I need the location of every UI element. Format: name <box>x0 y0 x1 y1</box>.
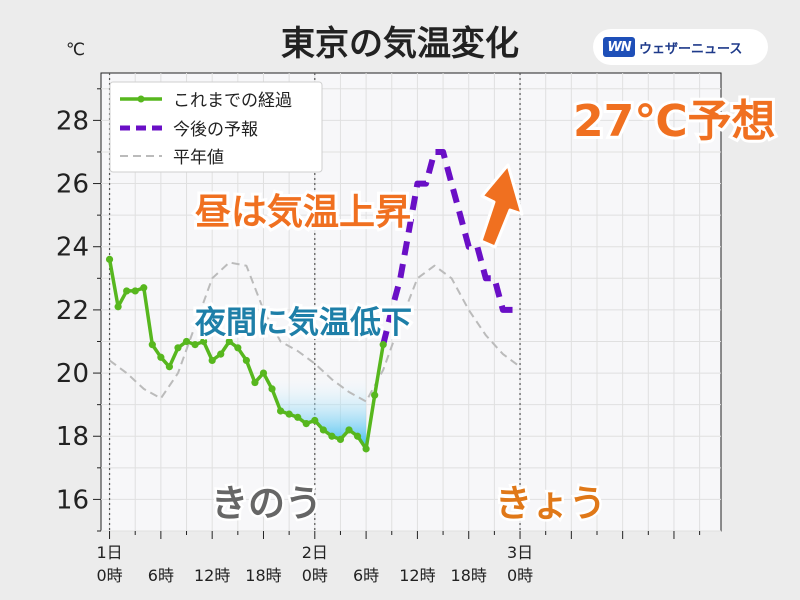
data-point <box>302 420 310 428</box>
data-point <box>174 344 182 352</box>
y-tick-label: 26 <box>56 170 89 200</box>
annotation-night-cooling: 夜間に気温低下 <box>194 305 412 341</box>
data-point <box>217 350 225 358</box>
data-point <box>276 407 285 415</box>
x-tick-label-hour: 18時 <box>245 566 281 585</box>
data-point <box>353 432 362 440</box>
chart-title: 東京の気温変化 <box>281 24 519 64</box>
legend-label-normal: 平年値 <box>173 148 224 168</box>
x-tick-label-hour: 6時 <box>148 566 174 585</box>
x-tick-label-hour: 12時 <box>399 566 435 585</box>
data-point <box>208 356 216 365</box>
data-point <box>251 378 259 387</box>
x-tick-label-hour: 0時 <box>302 566 328 585</box>
legend-label-observed: これまでの経過 <box>173 91 292 111</box>
x-tick-label-hour: 0時 <box>96 566 122 585</box>
y-tick-label: 24 <box>56 233 89 263</box>
data-point <box>225 337 233 346</box>
legend-label-forecast: 今後の予報 <box>173 120 258 140</box>
data-point <box>379 341 387 349</box>
legend: これまでの経過 今後の予報 平年値 <box>109 81 323 173</box>
x-tick-label-day: 1日 <box>96 543 122 562</box>
x-tick-label-hour: 18時 <box>451 566 487 585</box>
data-point <box>105 255 114 263</box>
data-point <box>182 337 191 346</box>
data-point <box>294 413 302 421</box>
data-point <box>328 432 336 440</box>
data-point <box>362 445 370 453</box>
data-point <box>148 341 156 349</box>
data-point <box>311 416 319 425</box>
data-point <box>336 435 345 443</box>
y-tick-label: 18 <box>56 422 89 452</box>
data-point <box>345 426 353 434</box>
x-tick-label-hour: 0時 <box>507 566 533 585</box>
data-point <box>140 284 148 292</box>
series-lines <box>105 149 521 453</box>
data-point <box>319 426 327 434</box>
data-point <box>114 303 122 311</box>
brand-name: ウェザーニュース <box>639 41 743 57</box>
rise-arrow <box>479 163 524 249</box>
data-point <box>259 369 268 377</box>
data-point <box>165 363 174 371</box>
annotation-daytime-rise: 昼は気温上昇 <box>195 192 411 233</box>
y-tick-label: 20 <box>56 359 89 389</box>
weathernews-logo: WN <box>603 37 635 57</box>
axes: 16 18 20 22 24 26 28 1日 0時 6時 12時 18時 2日 0時 6時 12時 18時 3日… <box>56 88 701 585</box>
x-tick-label-day: 2日 <box>302 543 328 562</box>
series-line-2 <box>109 261 521 403</box>
label-today: きょう <box>495 482 606 525</box>
data-point <box>285 410 293 418</box>
series-line-1 <box>380 149 520 346</box>
data-point <box>200 337 208 346</box>
data-point <box>123 287 131 295</box>
data-point <box>131 287 139 295</box>
label-yesterday: きのう <box>211 482 322 525</box>
weathernews-badge: WN ウェザーニュース <box>593 29 768 65</box>
night-cooling-shade <box>272 373 367 449</box>
legend-marker-observed <box>137 95 145 103</box>
x-tick-label-hour: 6時 <box>353 566 379 585</box>
data-point <box>191 341 199 349</box>
annotation-27c-forecast: 27℃予想 <box>573 96 776 147</box>
y-axis-unit: ℃ <box>66 40 85 60</box>
legend-box <box>109 81 323 173</box>
y-tick-label: 28 <box>56 106 89 136</box>
y-tick-label: 22 <box>56 296 89 326</box>
x-tick-label-day: 3日 <box>507 543 533 562</box>
data-point <box>157 353 165 361</box>
x-tick-label-hour: 12時 <box>194 566 230 585</box>
data-point <box>371 391 379 399</box>
data-point <box>268 385 276 393</box>
y-tick-label: 16 <box>56 485 89 515</box>
data-point <box>234 344 242 352</box>
data-point <box>242 356 250 365</box>
